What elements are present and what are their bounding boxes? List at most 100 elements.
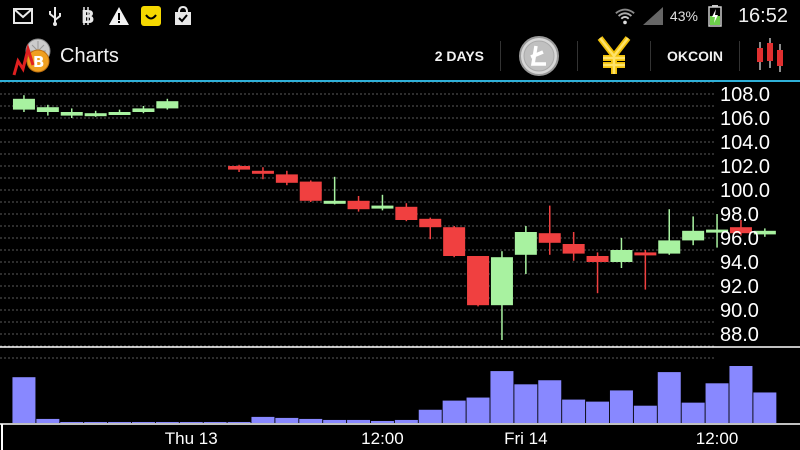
mail-notification-icon — [12, 5, 34, 27]
app-logo-bitcoin-chart-icon[interactable]: B — [12, 35, 54, 77]
volume-bar — [466, 397, 490, 423]
volume-bar — [418, 409, 442, 423]
yuan-icon — [597, 36, 631, 74]
candle-down — [729, 227, 752, 234]
y-tick-label: 88.0 — [720, 324, 759, 346]
candle-down — [251, 170, 274, 174]
candle-up — [132, 108, 155, 112]
volume-bar — [275, 417, 299, 423]
candle-up — [108, 112, 131, 115]
volume-bar — [60, 421, 84, 423]
volume-bar — [155, 421, 179, 423]
candle-down — [347, 200, 370, 210]
candle-up — [610, 250, 633, 262]
candle-down — [395, 206, 418, 220]
y-tick-label: 94.0 — [720, 252, 759, 274]
x-tick-label: 12:00 — [361, 429, 404, 448]
volume-bar — [394, 419, 418, 423]
candle-up — [514, 232, 537, 255]
volume-bar — [729, 366, 753, 423]
volume-bar — [347, 419, 371, 423]
volume-bar — [131, 421, 155, 423]
smiley-app-icon — [140, 5, 162, 27]
candlestick-icon — [757, 38, 783, 72]
candle-up — [60, 112, 83, 116]
candle-up — [658, 240, 681, 254]
battery-percent: 43% — [669, 8, 698, 24]
volume-bar — [323, 419, 347, 423]
svg-text:B: B — [33, 53, 44, 71]
candle-up — [323, 200, 346, 204]
action-bar: B Charts 2 DAYS OKCOIN — [0, 32, 800, 80]
volume-bar — [490, 371, 514, 423]
x-tick-label: Fri 14 — [504, 429, 547, 448]
volume-bar — [12, 377, 36, 423]
candle-up — [753, 230, 776, 235]
volume-bar — [586, 401, 610, 423]
candle-up — [682, 230, 705, 241]
volume-bar — [442, 400, 466, 423]
y-tick-label: 100.0 — [720, 180, 770, 202]
app-title: Charts — [60, 44, 119, 67]
volume-bar — [203, 421, 227, 423]
candlestick-chart-type-button[interactable] — [740, 32, 800, 80]
separator — [650, 41, 651, 71]
wifi-icon — [614, 5, 636, 27]
volume-bar — [514, 384, 538, 423]
warning-icon — [108, 5, 130, 27]
candle-down — [275, 174, 298, 183]
candle-down — [586, 256, 609, 262]
litecoin-icon — [519, 36, 559, 76]
volume-bar — [633, 405, 657, 423]
y-tick-label: 104.0 — [720, 132, 770, 154]
volume-bar — [681, 402, 705, 423]
volume-bar — [753, 392, 777, 423]
y-tick-label: 90.0 — [720, 300, 759, 322]
candle-down — [299, 181, 322, 201]
separator — [500, 41, 501, 71]
candle-up — [371, 205, 394, 209]
battery-charging-icon — [704, 5, 726, 27]
candle-up — [12, 98, 35, 110]
volume-bar — [179, 421, 203, 423]
y-tick-label: 92.0 — [720, 276, 759, 298]
volume-bar — [299, 418, 323, 423]
yuan-currency-button[interactable] — [578, 32, 650, 80]
volume-bar — [108, 421, 132, 423]
exchange-selector-button[interactable]: OKCOIN — [651, 32, 739, 80]
volume-bar — [36, 418, 60, 423]
candle-up — [490, 257, 513, 306]
period-selector-button[interactable]: 2 DAYS — [419, 32, 500, 80]
y-tick-label: 98.0 — [720, 204, 759, 226]
period-label: 2 DAYS — [434, 48, 484, 64]
separator — [739, 41, 740, 71]
bitcoin-notification-icon: B — [76, 5, 98, 27]
volume-bar — [251, 416, 275, 423]
shopping-bag-icon — [172, 5, 194, 27]
y-tick-label: 106.0 — [720, 108, 770, 130]
candle-down — [538, 233, 561, 243]
y-tick-label: 102.0 — [720, 156, 770, 178]
separator — [577, 41, 578, 71]
usb-notification-icon — [44, 5, 66, 27]
volume-bar — [227, 421, 251, 423]
volume-bar — [705, 383, 729, 423]
candle-down — [419, 218, 442, 228]
candle-up — [36, 107, 59, 112]
y-tick-label: 96.0 — [720, 228, 759, 250]
candle-down — [443, 227, 466, 256]
x-tick-label: 12:00 — [696, 429, 739, 448]
status-clock: 16:52 — [737, 4, 788, 27]
candle-up — [84, 113, 107, 117]
candle-down — [634, 252, 657, 256]
litecoin-currency-button[interactable] — [501, 32, 577, 80]
volume-bar — [609, 390, 633, 423]
candle-down — [228, 166, 251, 170]
status-bar: B 43% 16:52 — [0, 0, 800, 32]
x-tick-label: Thu 13 — [165, 429, 218, 448]
candle-down — [562, 244, 585, 254]
candle-down — [467, 256, 490, 306]
volume-bar — [657, 372, 681, 423]
volume-bar — [538, 380, 562, 423]
price-chart[interactable]: 108.0106.0104.0102.0100.098.096.094.092.… — [0, 82, 800, 450]
